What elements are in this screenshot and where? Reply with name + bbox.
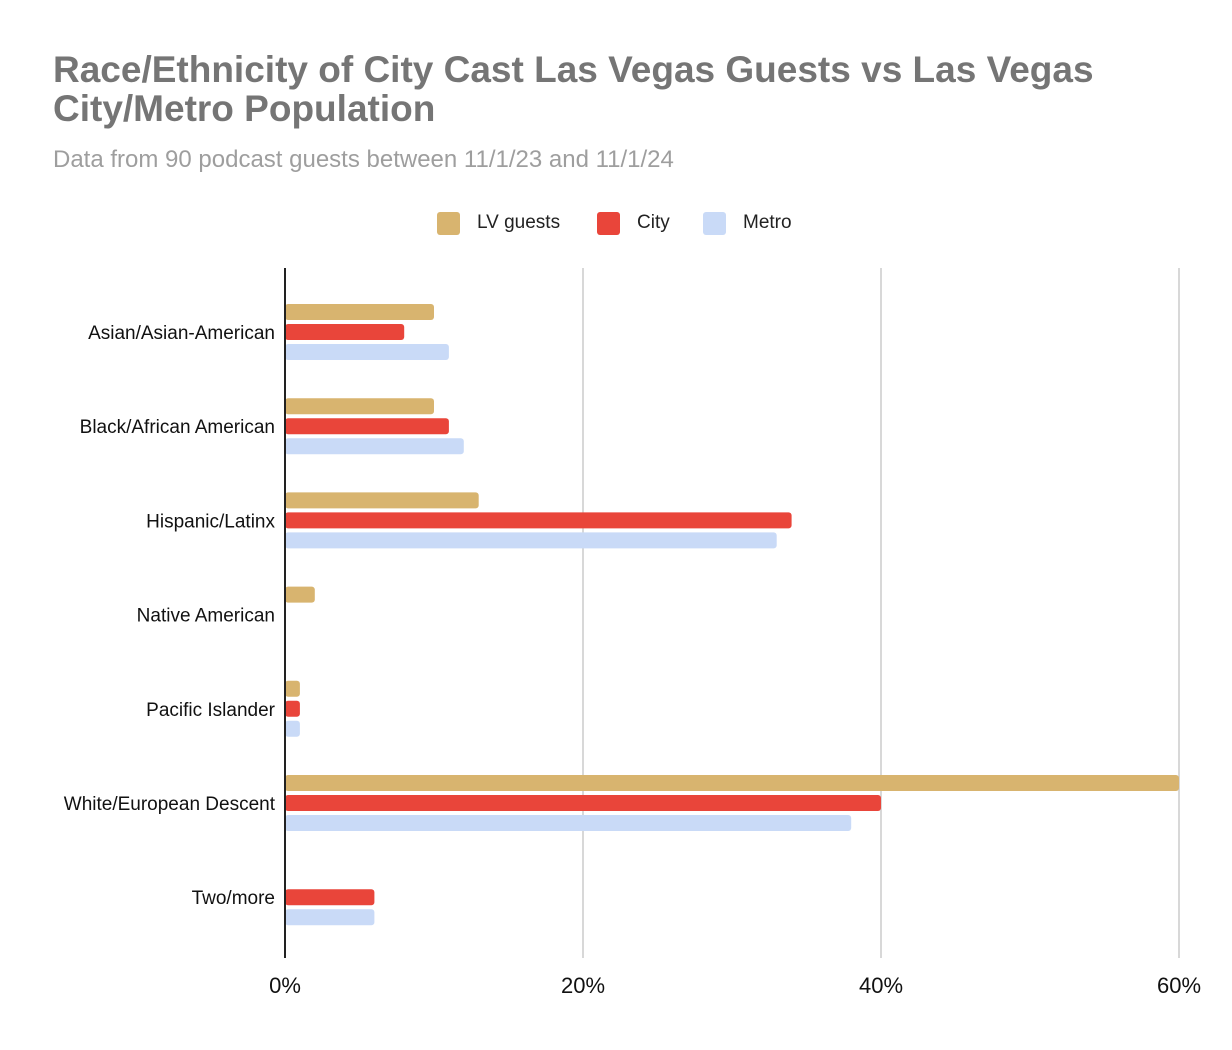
bar-metro-pacific-islander bbox=[285, 720, 300, 737]
x-tick-label-0: 0% bbox=[269, 973, 301, 998]
legend-label-lv-guests: LV guests bbox=[477, 212, 561, 233]
bar-lv-guests-black-african-american bbox=[285, 398, 434, 415]
chart-title: Race/Ethnicity of City Cast Las Vegas Gu… bbox=[53, 49, 1094, 129]
category-label-hispanic-latinx: Hispanic/Latinx bbox=[146, 511, 275, 532]
bar-lv-guests-white-european-descent bbox=[285, 775, 1179, 791]
x-tick-label-60: 60% bbox=[1157, 973, 1201, 998]
bar-city-pacific-islander bbox=[285, 700, 300, 717]
bar-city-black-african-american bbox=[285, 418, 449, 435]
bar-metro-two-more bbox=[285, 909, 375, 926]
bar-metro-hispanic-latinx bbox=[285, 532, 777, 549]
bar-metro-asian-asian-american bbox=[285, 344, 449, 360]
bar-lv-guests-native-american bbox=[285, 586, 315, 603]
legend-label-metro: Metro bbox=[743, 212, 792, 233]
category-label-black-african-american: Black/African American bbox=[80, 417, 275, 438]
bar-city-asian-asian-american bbox=[285, 324, 405, 340]
bar-lv-guests-hispanic-latinx bbox=[285, 492, 479, 509]
chart-subtitle: Data from 90 podcast guests between 11/1… bbox=[53, 146, 674, 173]
category-label-two-more: Two/more bbox=[192, 888, 275, 909]
x-tick-label-20: 20% bbox=[561, 973, 605, 998]
legend-swatch-city bbox=[597, 211, 620, 235]
bar-lv-guests-asian-asian-american bbox=[285, 304, 434, 320]
chart-legend: LV guests City Metro bbox=[0, 208, 1232, 238]
legend-item-metro: Metro bbox=[703, 208, 792, 238]
bar-metro-black-african-american bbox=[285, 438, 464, 455]
category-label-native-american: Native American bbox=[137, 606, 275, 627]
bar-lv-guests-pacific-islander bbox=[285, 680, 300, 697]
bar-city-white-european-descent bbox=[285, 795, 881, 811]
x-tick-label-40: 40% bbox=[859, 973, 903, 998]
category-label-white-european-descent: White/European Descent bbox=[64, 794, 276, 815]
category-label-asian-asian-american: Asian/Asian-American bbox=[88, 323, 275, 344]
bar-city-two-more bbox=[285, 889, 375, 906]
legend-swatch-metro bbox=[703, 211, 726, 235]
bar-city-hispanic-latinx bbox=[285, 512, 792, 529]
legend-swatch-lv-guests bbox=[437, 211, 460, 235]
legend-label-city: City bbox=[637, 212, 670, 233]
bar-metro-white-european-descent bbox=[285, 815, 852, 831]
legend-item-lv-guests: LV guests bbox=[437, 208, 560, 238]
category-label-pacific-islander: Pacific Islander bbox=[146, 700, 276, 721]
legend-item-city: City bbox=[597, 208, 670, 238]
